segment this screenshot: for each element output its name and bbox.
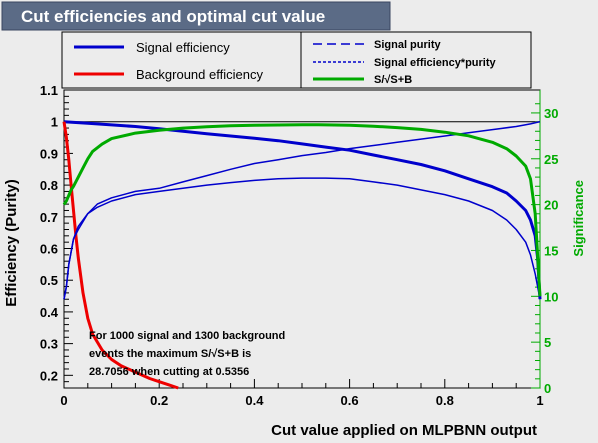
legend-label-background-efficiency: Background efficiency [136, 67, 263, 82]
y2-tick-label: 20 [544, 198, 558, 213]
title-box: Cut efficiencies and optimal cut value [1, 1, 391, 31]
annotation-line-2: events the maximum S/√S+B is [89, 348, 251, 360]
legend: Signal efficiency Background efficiency … [61, 31, 532, 89]
series-signal-efficiency-line [63, 120, 542, 300]
x-tick-label: 0.2 [150, 393, 168, 408]
y-tick-label: 1.1 [40, 83, 58, 98]
y2-axis-title: Significance [571, 180, 586, 257]
x-axis-title: Cut value applied on MLPBNN output [271, 422, 537, 439]
series-signal-efficiency-purity-line [63, 177, 541, 300]
y-tick-label: 0.7 [40, 210, 58, 225]
y2-tick-label: 5 [544, 335, 551, 350]
y-tick-label: 0.3 [40, 337, 58, 352]
series-signal-purity-line [63, 120, 541, 300]
legend-label-signal-purity: Signal purity [374, 39, 442, 51]
x-tick-label: 1 [536, 393, 543, 408]
x-tick-label: 0.8 [436, 393, 454, 408]
chart-title: Cut efficiencies and optimal cut value [21, 7, 325, 26]
y-tick-label: 0.8 [40, 178, 58, 193]
annotation: For 1000 signal and 1300 background even… [89, 330, 285, 378]
y-tick-label: 0.4 [40, 305, 59, 320]
legend-label-signal-efficiency: Signal efficiency [136, 40, 230, 55]
annotation-line-3: 28.7056 when cutting at 0.5356 [89, 366, 249, 378]
series-layer [62, 120, 542, 390]
series-significance-line [62, 123, 542, 297]
legend-label-significance: S/√S+B [374, 74, 412, 86]
x-tick-label: 0.4 [245, 393, 264, 408]
y2-tick-label: 0 [544, 381, 551, 396]
annotation-line-1: For 1000 signal and 1300 background [89, 330, 285, 342]
y2-tick-label: 15 [544, 243, 558, 258]
y-axis-title: Efficiency (Purity) [3, 179, 20, 307]
y2-tick-label: 25 [544, 152, 558, 167]
legend-label-signal-efficiency-purity: Signal efficiency*purity [374, 57, 497, 69]
y2-tick-label: 30 [544, 106, 558, 121]
series-background-efficiency-line [62, 121, 179, 390]
y-tick-label: 0.9 [40, 146, 58, 161]
y-tick-label: 0.2 [40, 368, 58, 383]
y-tick-label: 1 [51, 115, 58, 130]
y2-tick-label: 10 [544, 289, 558, 304]
x-tick-label: 0 [60, 393, 67, 408]
y-tick-label: 0.5 [40, 273, 58, 288]
x-tick-label: 0.6 [341, 393, 359, 408]
y-tick-label: 0.6 [40, 242, 58, 257]
